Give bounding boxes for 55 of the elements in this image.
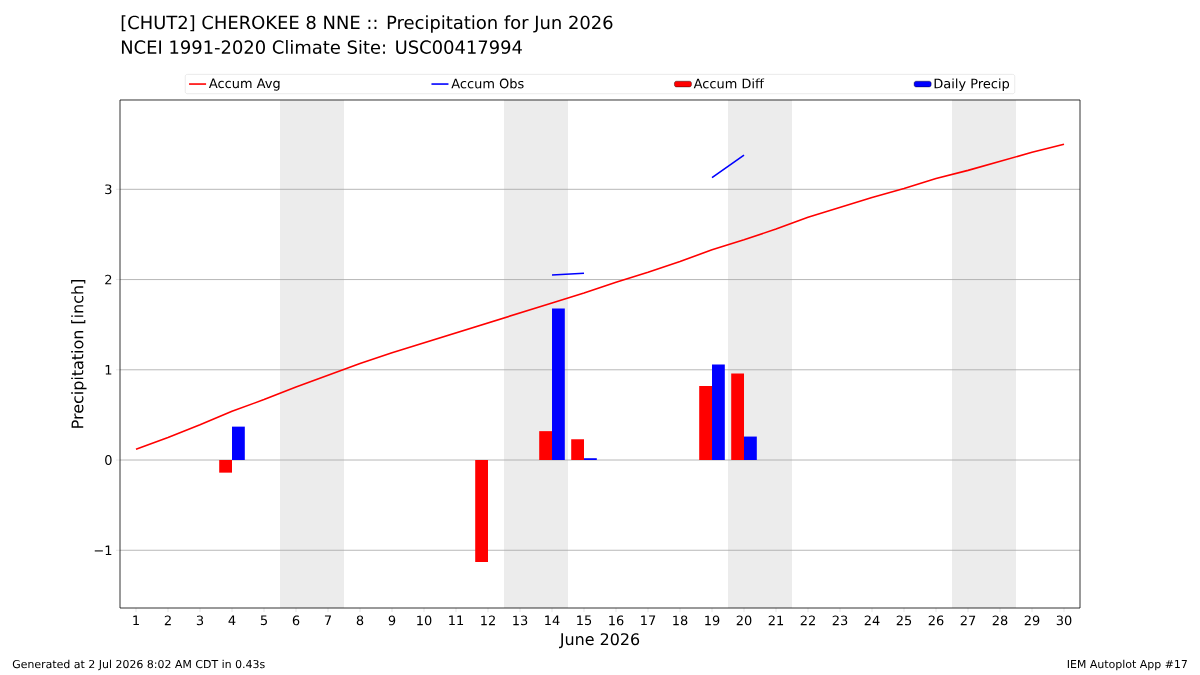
x-tick-label: 23 [832,615,848,626]
text: IEM Autoplot App #17 [1067,659,1187,671]
x-tick-label: 11 [449,615,464,625]
bar [699,386,713,461]
x-tick-label: 7 [324,615,332,625]
legend-label: Accum Obs [451,78,524,89]
x-tick-label: 4 [228,615,236,625]
text: Generated at 2 Jul 2026 8:02 AM CDT in 0.43s [12,659,265,671]
y-tick-label: 3 [105,184,112,195]
bar [552,308,565,461]
x-tick-label: 19 [705,615,720,626]
x-tick-label: 15 [577,615,592,626]
y-tick-label: 0 [105,455,112,465]
legend-label: Accum Diff [693,78,765,89]
x-tick-label: 14 [545,615,560,625]
legend-label: Accum Avg [208,78,280,91]
x-tick-label: 29 [1024,615,1040,626]
bar [744,436,757,461]
x-tick-label: 13 [513,615,528,626]
x-tick-label: 28 [992,615,1008,626]
bar [731,373,745,461]
x-tick-label: 12 [481,615,495,626]
x-tick-label: 18 [673,615,688,626]
bar [475,460,488,562]
x-tick-label: 2 [164,615,171,626]
y-axis-title: Precipitation [inch] [71,280,87,428]
x-tick-label: 8 [356,615,364,626]
x-tick-label: 21 [768,615,784,626]
x-tick-label: 25 [896,615,912,626]
bar [539,431,552,461]
bar [232,426,245,461]
x-tick-label: 24 [864,615,880,626]
x-tick-label: 17 [641,615,656,625]
x-tick-label: 16 [609,615,624,626]
x-axis-title: June 2026 [559,633,640,649]
y-tick-label: 1 [105,365,112,375]
chart-title: [CHUT2] CHEROKEE 8 NNE :: Precipitation for Jun 2026 [121,15,613,33]
x-tick-label: 26 [928,615,944,626]
x-tick-label: 5 [260,615,267,626]
x-tick-label: 10 [417,615,432,626]
x-tick-label: 3 [196,615,204,626]
x-tick-label: 30 [1056,615,1072,626]
bar [571,439,585,461]
chart-subtitle: NCEI 1991-2020 Climate Site: USC00417994 [121,40,522,54]
x-tick-label: 6 [292,615,300,626]
bar [712,364,725,461]
legend-label: Daily Precip [934,78,1010,91]
x-tick-label: 27 [960,615,976,626]
x-tick-label: 1 [133,615,139,625]
x-tick-label: 20 [736,615,752,626]
x-tick-label: 9 [388,615,396,626]
y-tick-label: 2 [105,274,112,285]
bar [219,460,232,473]
x-tick-label: 22 [800,615,815,626]
y-tick-label: −1 [94,545,112,555]
